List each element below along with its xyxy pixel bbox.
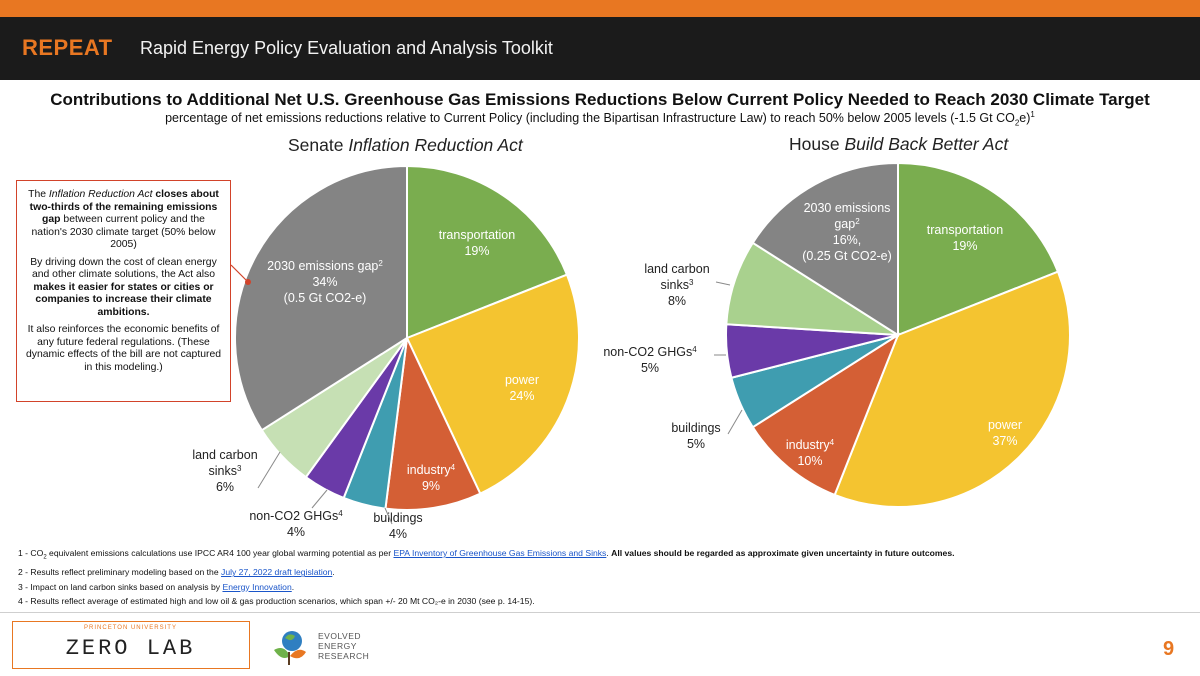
epa-inventory-link[interactable]: EPA Inventory of Greenhouse Gas Emission… xyxy=(393,548,607,558)
senate-slice-2030-emissions-gap xyxy=(234,164,408,432)
svg-text:industry4: industry4 xyxy=(786,438,835,453)
svg-text:37%: 37% xyxy=(992,434,1017,448)
page-title: Contributions to Additional Net U.S. Gre… xyxy=(50,90,1150,109)
house-slice-transportation xyxy=(897,161,1060,337)
callout-connector xyxy=(230,264,249,283)
draft-legislation-link[interactable]: July 27, 2022 draft legislation xyxy=(221,567,333,578)
energy-innovation-link[interactable]: Energy Innovation xyxy=(222,581,292,592)
svg-text:4%: 4% xyxy=(389,527,407,541)
brand-logo: REPEAT xyxy=(22,35,113,60)
svg-text:9%: 9% xyxy=(422,479,440,493)
house-chart-title: House Build Back Better Act xyxy=(789,134,1009,154)
senate-label-transportation: transportation 19% xyxy=(439,228,515,258)
house-pie xyxy=(725,161,1071,508)
house-leader-buildings xyxy=(727,409,743,435)
svg-text:land carbon: land carbon xyxy=(644,262,709,276)
house-slice-2030-emissions-gap xyxy=(751,161,899,337)
house-slice-power xyxy=(833,270,1071,508)
brand-subtitle: Rapid Energy Policy Evaluation and Analy… xyxy=(140,38,553,58)
svg-text:transportation: transportation xyxy=(927,223,1003,237)
svg-text:power: power xyxy=(988,418,1022,432)
svg-text:sinks3: sinks3 xyxy=(661,278,694,293)
svg-text:non-CO2 GHGs4: non-CO2 GHGs4 xyxy=(603,345,697,360)
senate-label-power: power 24% xyxy=(505,373,539,403)
header-bar: REPEAT Rapid Energy Policy Evaluation an… xyxy=(0,17,1200,80)
footnote-3: 3 - Impact on land carbon sinks based on… xyxy=(18,581,295,592)
senate-slice-transportation xyxy=(406,164,569,340)
senate-pie xyxy=(234,164,580,511)
top-accent-bar xyxy=(0,0,1200,17)
svg-text:6%: 6% xyxy=(216,480,234,494)
svg-text:sinks3: sinks3 xyxy=(209,464,242,479)
svg-text:10%: 10% xyxy=(797,454,822,468)
evolved-energy-wordmark: EVOLVED ENERGY RESEARCH xyxy=(318,631,370,661)
svg-text:(0.5 Gt CO2-e): (0.5 Gt CO2-e) xyxy=(284,291,367,305)
svg-text:industry4: industry4 xyxy=(407,463,456,478)
senate-leader-land-carbon-sinks xyxy=(257,451,281,489)
svg-text:5%: 5% xyxy=(687,437,705,451)
senate-label-buildings: buildings 4% xyxy=(373,511,422,541)
house-label-transportation: transportation 19% xyxy=(927,223,1003,253)
svg-text:4%: 4% xyxy=(287,525,305,539)
svg-text:5%: 5% xyxy=(641,361,659,375)
footnotes: 1 - CO2 equivalent emissions calculation… xyxy=(18,546,955,609)
svg-text:8%: 8% xyxy=(668,294,686,308)
svg-text:(0.25 Gt CO2-e): (0.25 Gt CO2-e) xyxy=(802,249,892,263)
senate-chart-title: Senate Inflation Reduction Act xyxy=(288,135,523,155)
footer-divider xyxy=(0,612,1200,613)
svg-text:2030 emissions: 2030 emissions xyxy=(804,201,891,215)
svg-text:power: power xyxy=(505,373,539,387)
svg-text:land carbon: land carbon xyxy=(192,448,257,462)
senate-slice-industry xyxy=(384,334,482,511)
ira-callout-box: The Inflation Reduction Act closes about… xyxy=(16,180,231,402)
house-label-buildings: buildings 5% xyxy=(671,421,720,451)
svg-text:buildings: buildings xyxy=(373,511,422,525)
svg-text:16%,: 16%, xyxy=(833,233,862,247)
senate-slice-power xyxy=(405,273,580,495)
svg-text:non-CO2 GHGs4: non-CO2 GHGs4 xyxy=(249,509,343,524)
svg-text:gap2: gap2 xyxy=(834,217,860,232)
svg-text:buildings: buildings xyxy=(671,421,720,435)
house-slice-industry xyxy=(751,332,901,497)
footnote-4: 4 - Results reflect average of estimated… xyxy=(18,596,535,607)
evolved-energy-globe-icon xyxy=(274,631,306,665)
senate-leader-buildings xyxy=(384,507,393,525)
svg-text:transportation: transportation xyxy=(439,228,515,242)
page-number: 9 xyxy=(1163,638,1175,660)
svg-text:24%: 24% xyxy=(509,389,534,403)
footnote-1: 1 - CO2 equivalent emissions calculation… xyxy=(18,548,955,561)
svg-text:19%: 19% xyxy=(464,244,489,258)
senate-leader-non-co2-ghgs xyxy=(311,489,328,509)
svg-text:2030 emissions gap2: 2030 emissions gap2 xyxy=(267,259,383,274)
footnote-2: 2 - Results reflect preliminary modeling… xyxy=(18,567,335,578)
svg-text:34%: 34% xyxy=(312,275,337,289)
svg-text:19%: 19% xyxy=(952,239,977,253)
page-subtitle: percentage of net emissions reductions r… xyxy=(165,110,1035,128)
callout-connector-dot xyxy=(245,279,251,285)
house-leader-land-carbon-sinks xyxy=(715,281,731,286)
zero-lab-logo: PRINCETON UNIVERSITY ZERO LAB xyxy=(12,621,250,669)
zero-lab-name: ZERO LAB xyxy=(65,636,196,661)
zero-lab-university: PRINCETON UNIVERSITY xyxy=(84,625,177,631)
house-label-power: power 37% xyxy=(988,418,1022,448)
